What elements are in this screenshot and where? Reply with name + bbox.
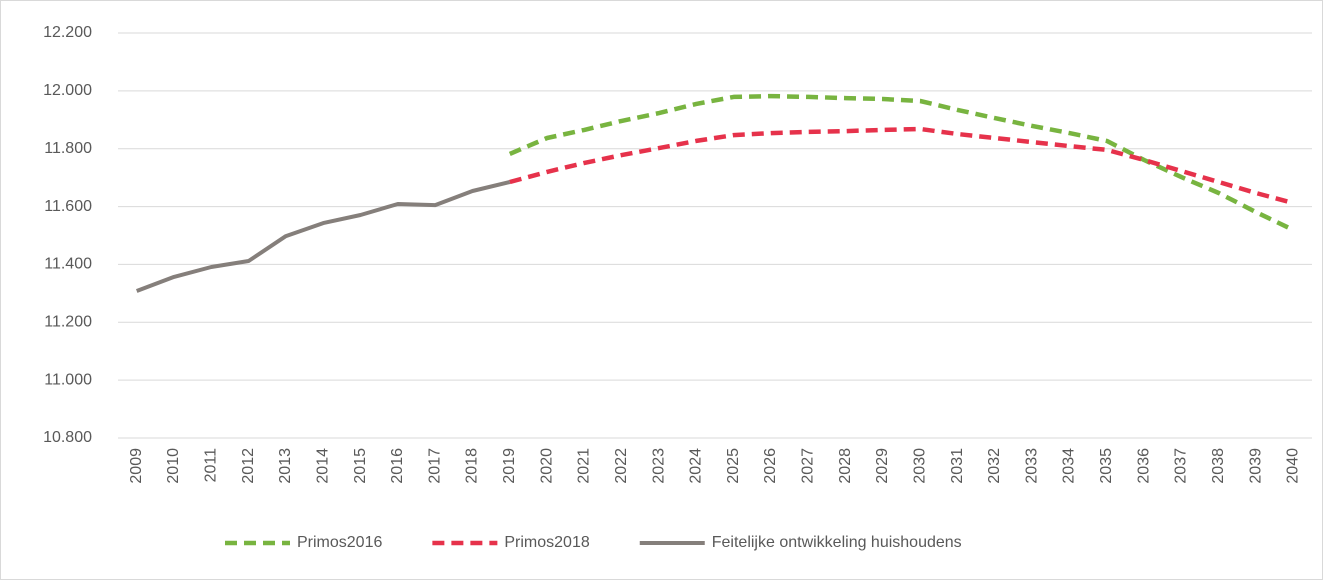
series-line [135, 180, 511, 293]
x-tick-label: 2037 [1173, 448, 1190, 484]
x-tick-label: 2022 [613, 448, 630, 484]
x-tick-label: 2025 [725, 448, 742, 484]
x-tick-label: 2023 [650, 448, 667, 484]
y-tick-label: 11.000 [44, 371, 92, 388]
x-tick-label: 2032 [986, 448, 1003, 484]
x-tick-label: 2012 [240, 448, 257, 484]
x-tick-label: 2039 [1247, 448, 1264, 484]
y-tick-label: 11.600 [44, 198, 92, 215]
x-tick-label: 2028 [837, 448, 854, 484]
legend-label: Primos2018 [504, 534, 589, 551]
legend-label: Feitelijke ontwikkeling huishoudens [712, 534, 962, 551]
x-tick-label: 2009 [128, 448, 145, 484]
x-tick-label: 2019 [501, 448, 518, 484]
y-tick-label: 12.000 [43, 82, 92, 99]
x-tick-label: 2033 [1023, 448, 1040, 484]
x-tick-label: 2015 [352, 448, 369, 484]
x-tick-label: 2020 [538, 448, 555, 484]
x-tick-label: 2018 [464, 448, 481, 484]
legend-label: Primos2016 [297, 534, 382, 551]
x-tick-label: 2027 [800, 448, 817, 484]
y-tick-label: 11.800 [44, 140, 92, 157]
x-tick-label: 2029 [874, 448, 891, 484]
x-tick-label: 2013 [277, 448, 294, 484]
x-tick-label: 2036 [1135, 448, 1152, 484]
x-tick-label: 2034 [1061, 448, 1078, 484]
x-tick-label: 2040 [1285, 448, 1302, 484]
y-tick-label: 12.200 [43, 24, 92, 41]
y-tick-label: 11.200 [44, 314, 92, 331]
x-tick-label: 2031 [949, 448, 966, 484]
x-tick-label: 2026 [762, 448, 779, 484]
x-tick-label: 2014 [314, 448, 331, 484]
x-tick-label: 2011 [203, 448, 220, 483]
y-tick-label: 11.400 [44, 256, 92, 273]
x-tick-label: 2021 [576, 448, 593, 484]
x-tick-label: 2016 [389, 448, 406, 484]
x-tick-label: 2024 [688, 448, 705, 484]
x-tick-label: 2035 [1098, 448, 1115, 484]
series-line [509, 126, 1294, 206]
x-tick-label: 2030 [911, 448, 928, 484]
x-tick-label: 2017 [426, 448, 443, 484]
y-tick-label: 10.800 [43, 429, 92, 446]
x-tick-label: 2038 [1210, 448, 1227, 484]
series-line [508, 93, 1295, 233]
x-tick-label: 2010 [165, 448, 182, 484]
